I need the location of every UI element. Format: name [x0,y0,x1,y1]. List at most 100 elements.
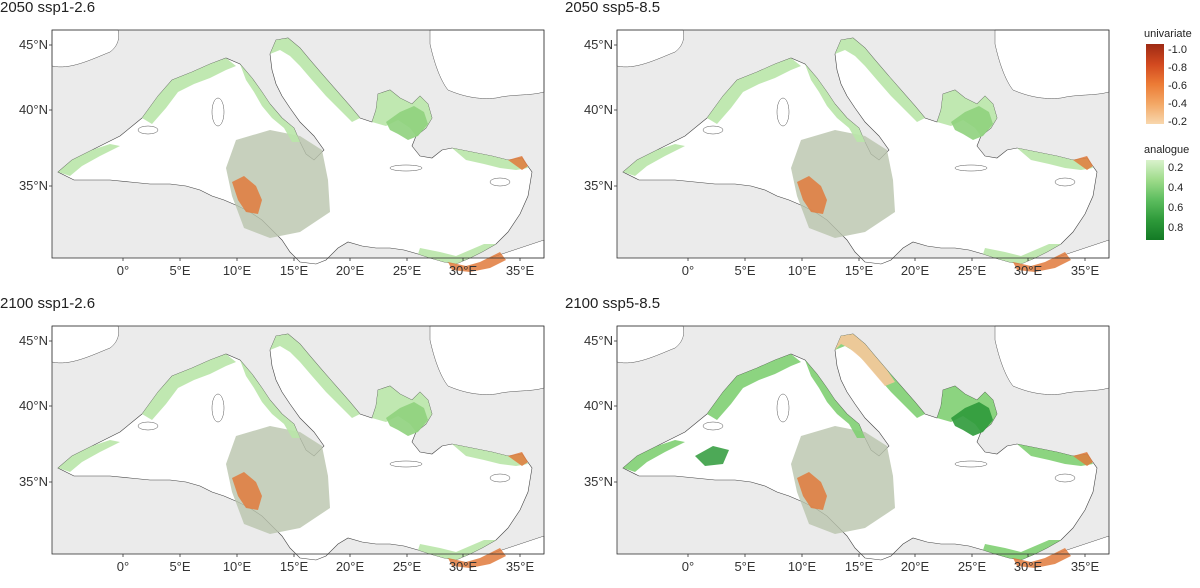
lon-label: 25°E [393,263,422,278]
univariate-strip [1073,156,1093,170]
univariate-strip [448,548,506,568]
analogue-strip [695,446,729,466]
shelf-strip [270,334,360,418]
island-cyprus [1054,177,1076,187]
lat-label: 45°N [584,37,613,52]
univariate-strip [232,472,262,510]
panel-title: 2100 ssp5-8.5 [565,295,661,312]
shelf-strip [418,244,496,264]
shelf-strip [270,38,360,122]
shelf-strip [418,540,496,560]
aegean-shelf [386,402,428,436]
land-black-sea [994,29,1110,99]
univariate-adriatic [835,334,895,386]
island-balearics [137,125,159,135]
lon-label: 0° [682,263,694,278]
lat-label: 45°N [19,37,48,52]
aegean-shelf [386,106,428,140]
lat-label: 40°N [19,102,48,117]
map-panel-2050-ssp5: 2050 ssp5-8.5 45°N 40°N 35°N 0° 5°E 10°E 15°E 2… [565,0,1125,292]
univariate-strip [1013,548,1071,568]
aegean-shelf [951,402,993,436]
shelf-strip [58,144,120,176]
legend-analogue-bar [1146,160,1164,240]
lon-label: 10°E [223,559,252,574]
shelf-strip [58,440,120,472]
shelf-strip [1017,148,1093,170]
lon-label: 25°E [958,559,987,574]
island-corsica-sardinia [776,97,790,127]
land-iberia-north [616,325,684,364]
lon-label: 20°E [336,263,365,278]
island-crete [389,460,423,468]
lon-label: 10°E [788,559,817,574]
univariate-strip [508,156,528,170]
lon-label: 25°E [958,263,987,278]
legend-analogue-title: analogue [1144,144,1190,156]
lon-label: 35°E [506,263,535,278]
shelf-strip [805,360,865,438]
shelf-strip [983,540,1061,560]
panel-title: 2050 ssp1-2.6 [0,0,96,16]
lon-label: 30°E [449,559,478,574]
map-panel-2050-ssp1: 2050 ssp1-2.6 45°N 40°N 35°N 0° 5°E 10°E 15°E 2… [0,0,560,292]
land-black-sea [429,29,545,99]
map-panel-2100-ssp1: 2100 ssp1-2.6 45°N 40°N 35°N 0° 5°E 10°E 15°E 2… [0,296,560,588]
legend-tick: -0.2 [1168,116,1187,128]
island-corsica-sardinia [211,97,225,127]
shelf-strip [1017,444,1093,466]
lon-label: 15°E [845,263,874,278]
legend-univariate-bar [1146,44,1164,124]
shelf-strip [707,58,801,124]
map-frame [616,325,1110,555]
lon-label: 15°E [280,559,309,574]
island-crete [954,164,988,172]
lon-label: 20°E [336,559,365,574]
shelf-strip [805,64,865,142]
lon-label: 30°E [1014,263,1043,278]
legend-tick: 0.6 [1168,202,1184,214]
island-cyprus [489,177,511,187]
lon-label: 0° [682,559,694,574]
univariate-strip [1073,452,1093,466]
lon-label: 5°E [734,263,755,278]
island-balearics [702,125,724,135]
legend: univariate -1.0 -0.8 -0.6 -0.4 -0.2 anal… [1140,28,1200,240]
island-crete [954,460,988,468]
island-cyprus [1054,473,1076,483]
lat-label: 35°N [584,178,613,193]
univariate-strip [1013,252,1071,272]
lon-label: 20°E [901,263,930,278]
lat-label: 40°N [19,398,48,413]
island-corsica-sardinia [211,393,225,423]
univariate-strip [448,252,506,272]
lon-label: 30°E [449,263,478,278]
legend-tick: -1.0 [1168,44,1187,56]
legend-tick: 0.8 [1168,222,1184,234]
legend-tick: 0.2 [1168,162,1184,174]
lon-label: 0° [117,263,129,278]
univariate-strip [232,176,262,214]
shelf-strip [452,148,528,170]
aegean-shelf [951,106,993,140]
shelf-strip [983,244,1061,264]
shelf-strip [240,64,300,142]
lon-label: 30°E [1014,559,1043,574]
lon-label: 5°E [169,263,190,278]
lat-label: 35°N [19,474,48,489]
legend-tick: -0.8 [1168,62,1187,74]
land-iberia-north [51,325,119,364]
shelf-strip [240,360,300,438]
lon-label: 15°E [845,559,874,574]
land-black-sea [994,325,1110,395]
land-iberia-north [616,29,684,68]
legend-univariate-title: univariate [1144,28,1192,40]
legend-tick: -0.6 [1168,80,1187,92]
lon-label: 35°E [506,559,535,574]
lat-label: 40°N [584,102,613,117]
land-black-sea [429,325,545,395]
island-balearics [702,421,724,431]
map-figure: 45°N 40°N 35°N 0° 5°E 10°E 15°E 20°E 25°E 30°E 35°… [584,29,1110,278]
lat-label: 40°N [584,398,613,413]
island-cyprus [489,473,511,483]
